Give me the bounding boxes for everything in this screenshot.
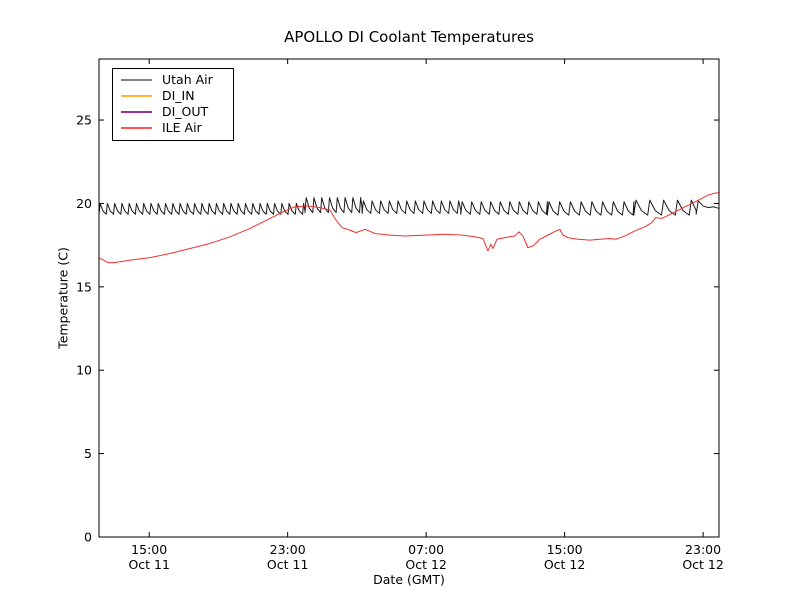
legend-line-icon [121, 95, 152, 97]
legend-line-icon [121, 111, 152, 113]
legend-item-ile-air: ILE Air [113, 120, 233, 136]
x-tick-label-date: Oct 11 [128, 557, 170, 572]
legend-line-icon [121, 127, 152, 129]
x-tick-label-date: Oct 12 [405, 557, 447, 572]
y-tick-label: 5 [84, 446, 92, 461]
x-tick-label-time: 23:00 [685, 542, 721, 557]
x-tick-label-time: 23:00 [270, 542, 306, 557]
legend-item-di-in: DI_IN [113, 88, 233, 104]
legend-label: Utah Air [162, 72, 213, 87]
legend-label: DI_OUT [162, 104, 209, 119]
series-ile-air [98, 192, 720, 264]
chart-title: APOLLO DI Coolant Temperatures [284, 28, 534, 46]
x-axis-label: Date (GMT) [373, 572, 445, 587]
y-tick-label: 0 [84, 530, 92, 545]
x-tick-label-date: Oct 12 [544, 557, 586, 572]
legend-line-icon [121, 79, 152, 81]
x-tick-label-time: 07:00 [408, 542, 444, 557]
y-tick-label: 15 [76, 279, 92, 294]
series-utah-air [98, 197, 720, 216]
x-tick-label-date: Oct 11 [267, 557, 309, 572]
legend-item-utah-air: Utah Air [113, 72, 233, 88]
y-tick-label: 20 [76, 196, 92, 211]
x-tick-label-date: Oct 12 [682, 557, 724, 572]
x-tick-label-time: 15:00 [131, 542, 167, 557]
legend-label: DI_IN [162, 88, 195, 103]
x-tick-label-time: 15:00 [547, 542, 583, 557]
legend-label: ILE Air [162, 120, 202, 135]
legend: Utah Air DI_IN DI_OUT ILE Air [112, 68, 234, 141]
y-tick-label: 10 [76, 363, 92, 378]
y-tick-label: 25 [76, 113, 92, 128]
plot-frame [98, 58, 720, 538]
legend-item-di-out: DI_OUT [113, 104, 233, 120]
